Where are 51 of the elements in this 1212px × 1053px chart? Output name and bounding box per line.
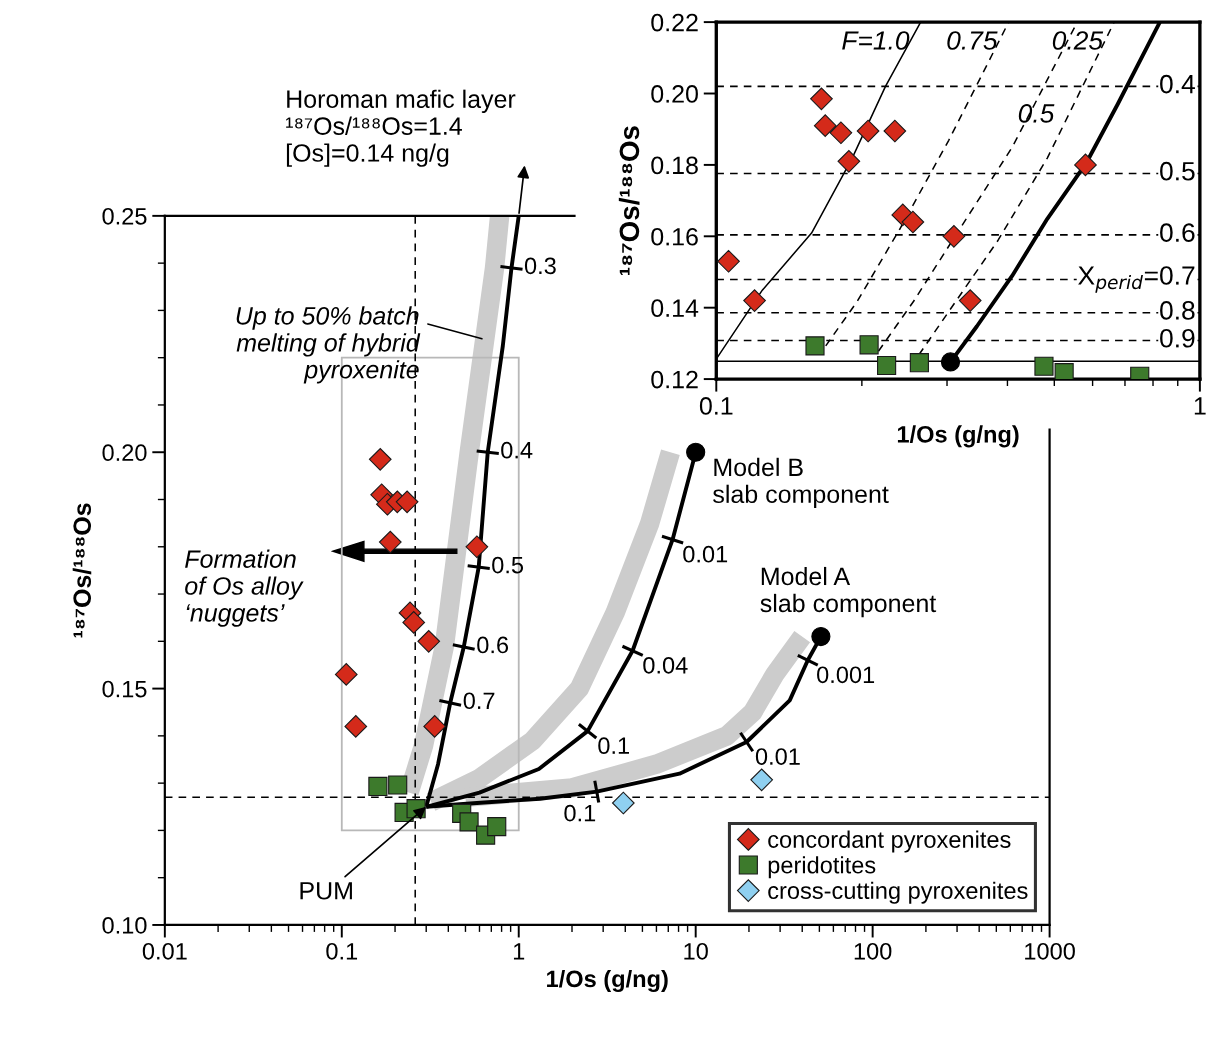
x-axis-title: 1/Os (g/ng)	[897, 425, 1019, 448]
series-label: F=1.0	[842, 31, 910, 50]
annotation: X$_{perid}$=0.7	[1078, 266, 1195, 293]
x-tick-label: 1	[513, 943, 525, 960]
y-tick-label: 0.20	[102, 444, 147, 462]
annotation: 0.9	[1160, 328, 1195, 348]
annotation: 0.8	[1160, 301, 1195, 320]
x-tick-label: 0.1	[326, 942, 358, 960]
series-label: 0.25	[1052, 31, 1104, 50]
annotation: 0.01	[683, 545, 728, 563]
y-tick-label: 0.20	[651, 85, 698, 103]
annotation: 0.5	[492, 556, 524, 574]
legend-label: peridotites	[768, 856, 876, 879]
annotation: Formation of Os alloy ‘nuggets’	[185, 549, 304, 627]
y-tick-label: 0.10	[102, 917, 147, 934]
annotation: 0.1	[564, 804, 596, 822]
x-tick-label: 10	[684, 942, 708, 960]
y-tick-label: 0.15	[102, 680, 147, 698]
y-tick-label: 0.18	[651, 156, 698, 175]
y-axis-title: ¹⁸⁷Os/¹⁸⁸Os	[72, 503, 92, 638]
annotation: Model A slab component	[760, 566, 937, 618]
x-axis-title: 1/Os (g/ng)	[547, 969, 668, 992]
annotation: 0.001	[817, 666, 875, 684]
annotation: 0.1	[598, 737, 629, 755]
y-axis-title: ¹⁸⁷Os/¹⁸⁸Os	[618, 126, 640, 276]
annotation: Model B slab component	[713, 457, 889, 509]
x-tick-label: 0.01	[142, 942, 187, 960]
legend-label: cross-cutting pyroxenites	[768, 881, 1028, 904]
x-tick-label: 100	[854, 942, 892, 960]
y-tick-label: 0.14	[651, 299, 699, 317]
annotation: 0.3	[524, 257, 556, 275]
annotation: Up to 50% batch melting of hybrid pyroxenite	[236, 306, 421, 384]
annotation: 0.4	[501, 441, 533, 459]
annotation: 0.7	[463, 692, 495, 710]
y-tick-label: 0.22	[651, 13, 698, 32]
legend-label: concordant pyroxenites	[768, 830, 1011, 853]
series-label: 0.5	[1018, 104, 1055, 123]
annotation: 0.01	[755, 748, 800, 765]
x-tick-label: 1000	[1025, 942, 1075, 960]
y-tick-label: 0.25	[102, 207, 147, 225]
annotation: 0.4	[1160, 74, 1195, 94]
annotation: 0.04	[643, 656, 688, 674]
annotation: PUM	[300, 882, 352, 900]
annotation: 0.6	[1160, 223, 1195, 242]
y-tick-label: 0.16	[651, 227, 698, 246]
y-tick-label: 0.12	[651, 370, 698, 389]
annotation: 0.5	[1160, 161, 1195, 181]
annotation: 0.6	[477, 636, 509, 654]
text: Horoman mafic layer ¹⁸⁷Os/¹⁸⁸Os=1.4 [Os]=0.14 ng/g	[286, 89, 516, 167]
x-tick-label: 1	[1194, 397, 1206, 415]
series-label: 0.75	[947, 31, 998, 50]
